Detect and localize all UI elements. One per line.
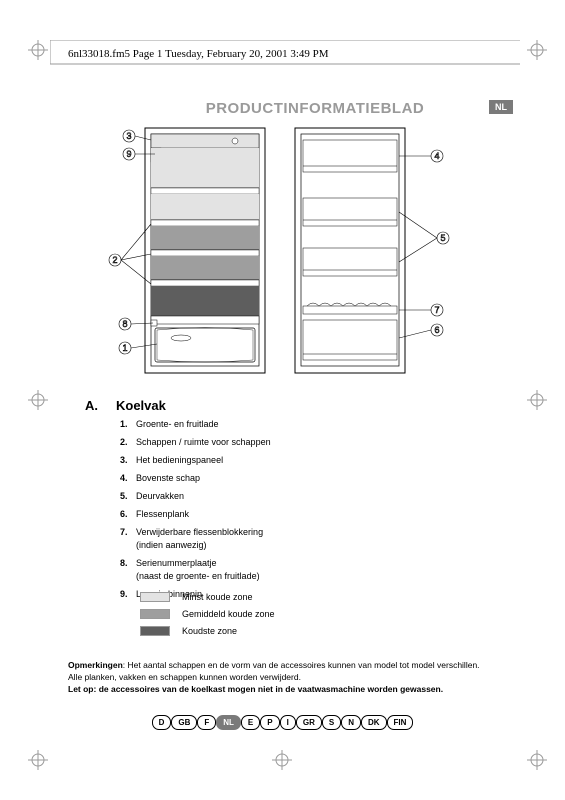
lang-pill-s: S [322, 715, 341, 730]
lang-pill-i: I [280, 715, 296, 730]
parts-item: 4.Bovenste schap [120, 472, 271, 485]
crop-mark-ml [28, 390, 48, 410]
callout-3: 3 [126, 131, 131, 141]
file-stamp: 6nl33018.fm5 Page 1 Tuesday, February 20… [68, 48, 329, 60]
lang-pill-nl: NL [216, 715, 241, 730]
lang-pill-gb: GB [171, 715, 197, 730]
parts-item: 3.Het bedieningspaneel [120, 454, 271, 467]
notes-line1: : Het aantal schappen en de vorm van de … [123, 660, 480, 670]
parts-item: 5.Deurvakken [120, 490, 271, 503]
crop-mark-tr [527, 40, 547, 60]
callout-4: 4 [434, 151, 439, 161]
lang-pill-n: N [341, 715, 361, 730]
parts-list: 1.Groente- en fruitlade 2.Schappen / ruim… [120, 418, 271, 607]
page-title: PRODUCTINFORMATIEBLAD [135, 100, 495, 117]
parts-item: 1.Groente- en fruitlade [120, 418, 271, 431]
notes-line3: Let op: de accessoires van de koelkast m… [68, 684, 443, 694]
crop-mark-bl [28, 750, 48, 770]
fridge-body [145, 128, 265, 373]
parts-item: 6.Flessenplank [120, 508, 271, 521]
fridge-diagram: 3 9 2 8 1 4 5 7 6 [85, 120, 475, 380]
lang-pill-fin: FIN [387, 715, 414, 730]
lang-pill-p: P [260, 715, 279, 730]
lang-pill-d: D [152, 715, 172, 730]
lang-pill-dk: DK [361, 715, 387, 730]
crop-mark-tl [28, 40, 48, 60]
callout-8: 8 [122, 319, 127, 329]
lang-pill-e: E [241, 715, 260, 730]
parts-item: 2.Schappen / ruimte voor schappen [120, 436, 271, 449]
callout-5: 5 [440, 233, 445, 243]
crop-mark-br [527, 750, 547, 770]
crop-mark-mr [527, 390, 547, 410]
callout-1: 1 [122, 343, 127, 353]
zone-row: Koudste zone [140, 626, 275, 636]
callout-6: 6 [434, 325, 439, 335]
zone-row: Gemiddeld koude zone [140, 609, 275, 619]
section-heading: A. Koelvak [85, 398, 166, 413]
lang-pill-gr: GR [296, 715, 322, 730]
zone-legend: Minst koude zone Gemiddeld koude zone Koud… [140, 592, 275, 643]
lang-pill-f: F [197, 715, 216, 730]
language-badge: NL [489, 100, 513, 114]
callout-2: 2 [112, 255, 117, 265]
zone-row: Minst koude zone [140, 592, 275, 602]
notes-prefix: Opmerkingen [68, 660, 123, 670]
notes-block: Opmerkingen: Het aantal schappen en de v… [68, 660, 513, 696]
callout-7: 7 [434, 305, 439, 315]
fridge-door [295, 128, 405, 373]
parts-item: 8.Serienummerplaatje(naast de groente- e… [120, 557, 271, 583]
notes-line2: Alle planken, vakken en schappen kunnen … [68, 672, 301, 682]
crop-mark-bc [272, 750, 292, 770]
language-pills: DGBFNLEPIGRSNDKFIN [0, 715, 565, 730]
callout-9: 9 [126, 149, 131, 159]
parts-item: 7.Verwijderbare flessenblokkering(indien… [120, 526, 271, 552]
section-letter: A. [85, 398, 98, 413]
section-title: Koelvak [116, 398, 166, 413]
